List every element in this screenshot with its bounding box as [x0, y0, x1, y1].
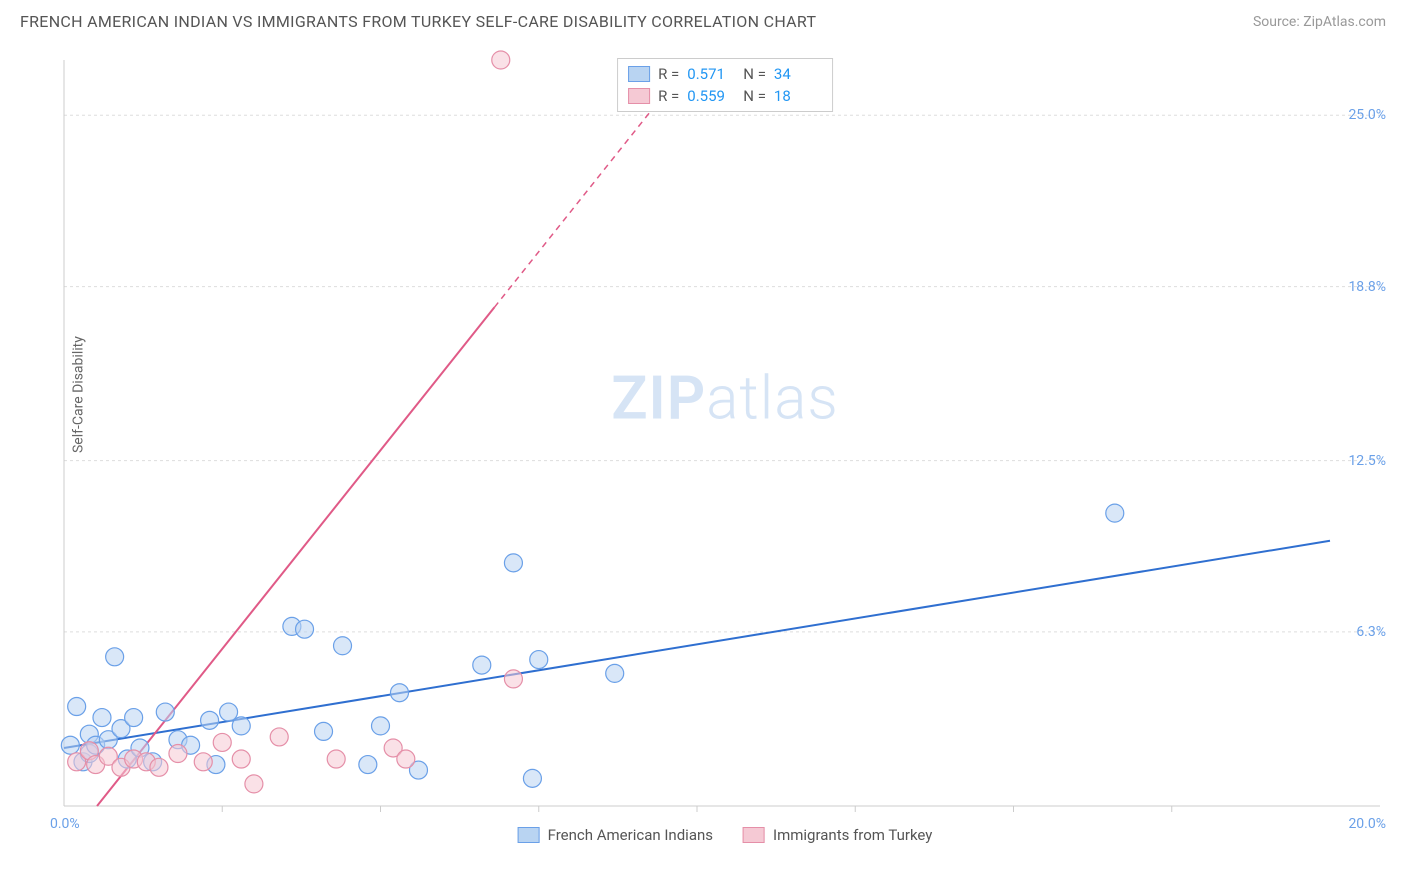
n-label: N =	[743, 87, 766, 105]
legend-correlation-box: R = 0.571 N = 34 R = 0.559 N = 18	[617, 58, 833, 112]
legend-swatch-pink	[743, 827, 765, 843]
x-tick-label: 0.0%	[50, 816, 80, 832]
legend-item-1: French American Indians	[518, 826, 713, 844]
legend-swatch-blue	[628, 66, 650, 82]
y-tick-label: 18.8%	[1348, 279, 1386, 295]
source-attribution: Source: ZipAtlas.com	[1253, 14, 1386, 30]
r-label: R =	[658, 87, 679, 105]
r-value-2: 0.559	[687, 87, 735, 105]
legend-swatch-blue	[518, 827, 540, 843]
legend-row-series-1: R = 0.571 N = 34	[628, 63, 822, 85]
chart-title: FRENCH AMERICAN INDIAN VS IMMIGRANTS FRO…	[20, 12, 816, 31]
r-label: R =	[658, 65, 679, 83]
legend-label-1: French American Indians	[548, 826, 713, 844]
n-value-2: 18	[774, 87, 822, 105]
legend-label-2: Immigrants from Turkey	[773, 826, 932, 844]
y-tick-label: 25.0%	[1348, 107, 1386, 123]
y-tick-label: 12.5%	[1348, 453, 1386, 469]
legend-row-series-2: R = 0.559 N = 18	[628, 85, 822, 107]
legend-item-2: Immigrants from Turkey	[743, 826, 932, 844]
n-value-1: 34	[774, 65, 822, 83]
legend-swatch-pink	[628, 88, 650, 104]
r-value-1: 0.571	[687, 65, 735, 83]
plot-area	[60, 50, 1390, 840]
n-label: N =	[743, 65, 766, 83]
scatter-chart: Self-Care Disability ZIPatlas R = 0.571 …	[60, 50, 1390, 840]
x-tick-label: 20.0%	[1348, 816, 1386, 832]
y-tick-label: 6.3%	[1356, 624, 1386, 640]
legend-bottom: French American Indians Immigrants from …	[518, 826, 933, 844]
